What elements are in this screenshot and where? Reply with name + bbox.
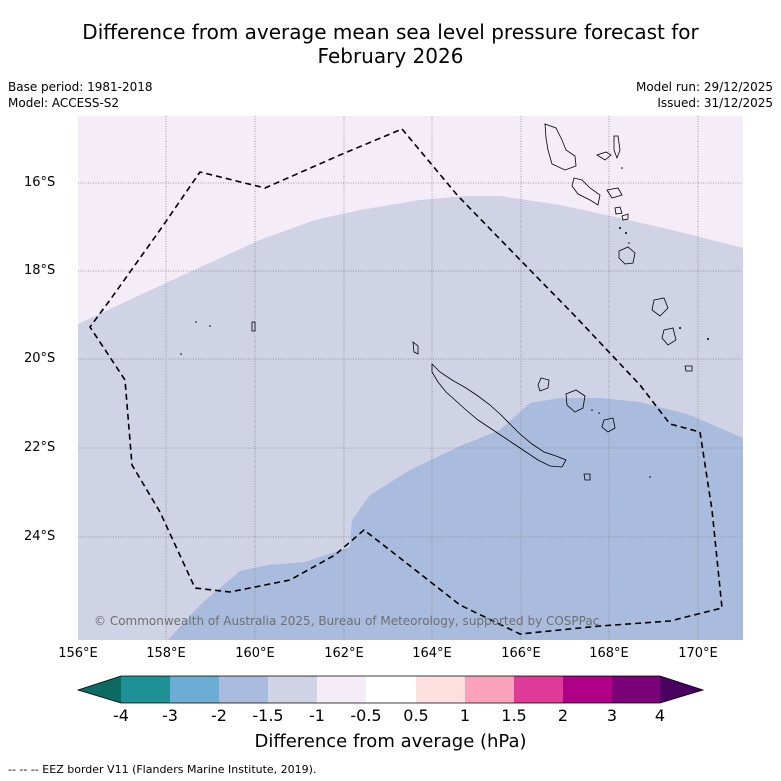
lat-label: 22°S — [24, 440, 56, 455]
colorbar-label: -1.5 — [252, 706, 284, 725]
colorbar-label: -0.5 — [350, 706, 382, 725]
lon-label: 162°E — [324, 646, 364, 661]
isle-of-pines — [583, 473, 591, 481]
colorbar-bin-pos1 — [465, 676, 514, 703]
chesterfield-island — [251, 321, 256, 332]
colorbar-label: -1 — [309, 706, 325, 725]
title-line-2: February 2026 — [317, 44, 464, 68]
vanuatu-aneityum — [684, 365, 693, 372]
gridlines — [78, 116, 743, 640]
loyalty-island-mare — [601, 417, 616, 433]
lat-label: 16°S — [24, 175, 56, 190]
colorbar-bin-neg1 — [268, 676, 317, 703]
base-period: Base period: 1981-2018 — [8, 80, 153, 94]
title-line-1: Difference from average mean sea level p… — [82, 20, 699, 44]
vanuatu-espiritu-santo — [544, 123, 577, 171]
vanuatu-erromango — [651, 297, 669, 317]
vanuatu-ambrym — [606, 187, 623, 199]
lon-label: 168°E — [589, 646, 629, 661]
colorbar — [76, 675, 705, 704]
colorbar-label: 3 — [606, 706, 618, 725]
model-name: Model: ACCESS-S2 — [8, 96, 120, 110]
small-islets — [180, 167, 709, 478]
vanuatu-shepherd — [621, 213, 629, 221]
colorbar-label: 1 — [459, 706, 471, 725]
loyalty-island-lifou — [565, 389, 586, 413]
chart-title: Difference from average mean sea level p… — [0, 20, 781, 68]
new-caledonia-island — [431, 363, 567, 468]
lon-label: 156°E — [58, 646, 98, 661]
colorbar-label: 0.5 — [403, 706, 429, 725]
vanuatu-efate — [618, 246, 636, 265]
copyright-notice: © Commonwealth of Australia 2025, Bureau… — [94, 614, 600, 628]
colorbar-bin-pos1.5 — [514, 676, 563, 703]
lon-label: 160°E — [235, 646, 275, 661]
colorbar-extend-high — [660, 676, 703, 703]
colorbar-extend-low — [78, 676, 121, 703]
lat-label: 18°S — [24, 263, 56, 278]
colorbar-title: Difference from average (hPa) — [254, 731, 527, 752]
colorbar-bin-pos3 — [612, 676, 660, 703]
colorbar-bin-pos0.5 — [416, 676, 465, 703]
issued-date: Issued: 31/12/2025 — [657, 96, 773, 110]
vanuatu-maewo — [613, 135, 621, 160]
colorbar-bin-neg0.5 — [317, 676, 366, 703]
vanuatu-malekula — [571, 177, 601, 206]
colorbar-bin-neg2 — [170, 676, 219, 703]
colorbar-label: 2 — [557, 706, 569, 725]
eez-border — [89, 128, 723, 635]
lat-label: 24°S — [24, 529, 56, 544]
colorbar-label: -4 — [113, 706, 129, 725]
colorbar-bin-zero — [366, 676, 416, 703]
colorbar-label: -3 — [162, 706, 178, 725]
colorbar-label: 1.5 — [501, 706, 527, 725]
lon-label: 158°E — [146, 646, 186, 661]
colorbar-outline — [76, 675, 705, 704]
vanuatu-tanna — [661, 327, 677, 346]
vanuatu-ambae — [596, 151, 612, 161]
colorbar-bin-neg3 — [121, 676, 170, 703]
band-minus-1.5 — [168, 398, 743, 640]
model-run: Model run: 29/12/2025 — [635, 80, 773, 94]
colorbar-bin-neg1.5 — [219, 676, 268, 703]
colorbar-bin-pos2 — [563, 676, 612, 703]
loyalty-island-ouvea — [537, 377, 550, 392]
eez-footnote: -- -- -- EEZ border V11 (Flanders Marine… — [8, 763, 317, 776]
meta-right: Model run: 29/12/2025 Issued: 31/12/2025 — [636, 79, 773, 111]
lon-label: 170°E — [678, 646, 718, 661]
colorbar-label: -2 — [211, 706, 227, 725]
lon-label: 166°E — [501, 646, 541, 661]
belep-islands — [412, 341, 419, 355]
vanuatu-epi — [614, 206, 623, 215]
meta-left: Base period: 1981-2018 Model: ACCESS-S2 — [8, 79, 153, 111]
lat-label: 20°S — [24, 351, 56, 366]
colorbar-label: 4 — [654, 706, 666, 725]
lon-label: 164°E — [412, 646, 452, 661]
